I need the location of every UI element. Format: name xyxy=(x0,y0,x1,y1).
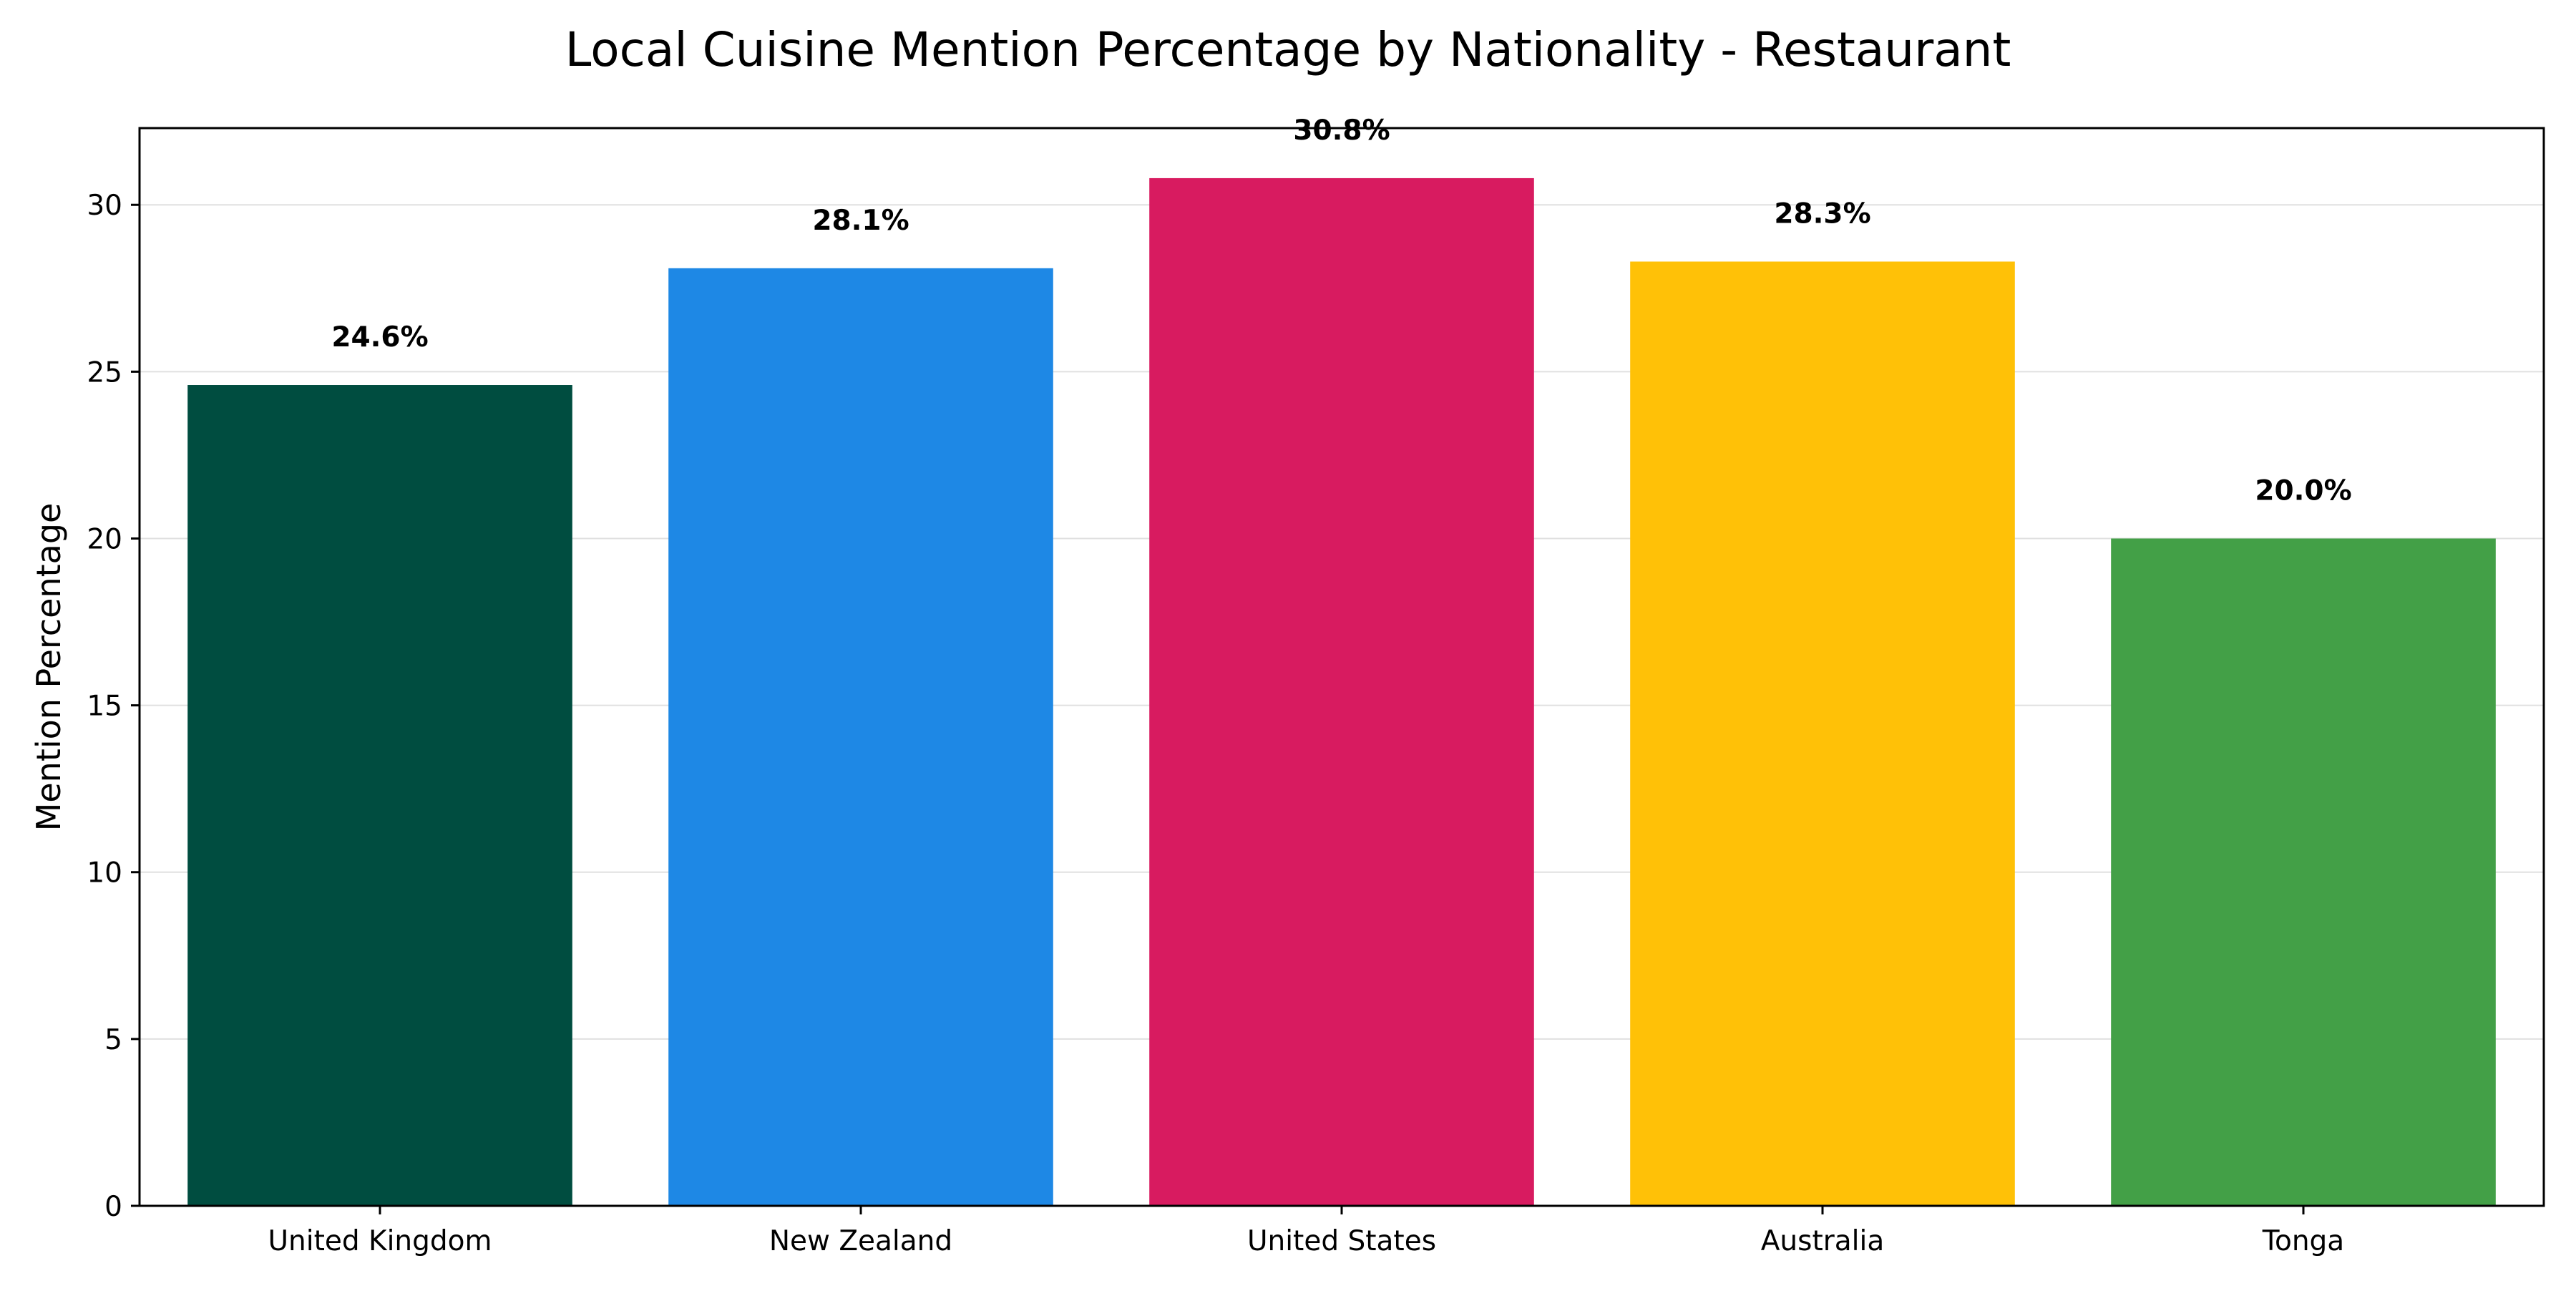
bar xyxy=(668,268,1053,1206)
bar-value-label: 28.1% xyxy=(812,205,909,237)
bar xyxy=(1149,177,1534,1206)
y-tick-label: 0 xyxy=(104,1191,122,1223)
axes-frame xyxy=(138,127,2545,1207)
y-tick-label: 10 xyxy=(87,857,122,890)
bars xyxy=(187,177,2496,1206)
y-tick-label: 30 xyxy=(87,190,122,222)
bar-value-label: 30.8% xyxy=(1293,115,1390,147)
x-tick-label: Tonga xyxy=(2262,1225,2344,1257)
axis-ticks: 0 5 10 15 20 25 30 United Kingdom New Zealand Uni… xyxy=(87,190,2344,1257)
y-tick-label: 25 xyxy=(87,356,122,389)
bar xyxy=(187,385,572,1206)
bar-value-label: 20.0% xyxy=(2255,474,2351,507)
y-axis-label: Mention Percentage xyxy=(29,503,68,832)
chart-title: Local Cuisine Mention Percentage by Nati… xyxy=(565,22,2011,77)
data-labels: 24.6% 28.1% 30.8% 28.3% 20.0% xyxy=(331,115,2351,507)
y-tick-label: 15 xyxy=(87,691,122,723)
x-tick-label: United States xyxy=(1247,1225,1436,1257)
x-tick-label: United Kingdom xyxy=(268,1225,492,1257)
bar-value-label: 28.3% xyxy=(1774,198,1870,230)
y-tick-label: 20 xyxy=(87,523,122,555)
bar xyxy=(2111,538,2496,1206)
bar xyxy=(1630,261,2015,1206)
y-tick-label: 5 xyxy=(104,1024,122,1056)
x-tick-label: New Zealand xyxy=(769,1225,952,1257)
bar-value-label: 24.6% xyxy=(331,321,428,354)
x-tick-label: Australia xyxy=(1761,1225,1885,1257)
